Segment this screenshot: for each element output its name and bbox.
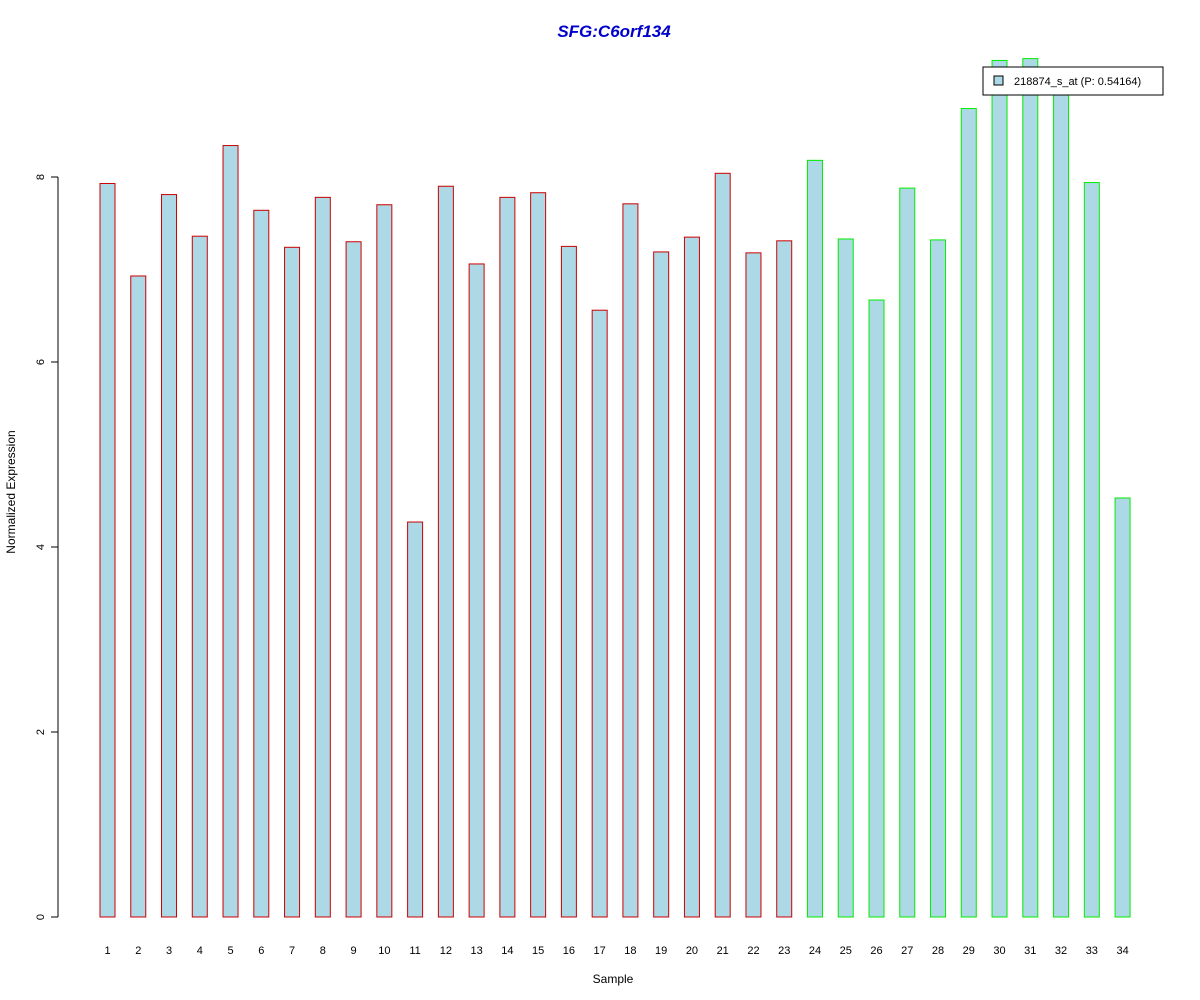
bar — [407, 521, 424, 918]
bar — [899, 187, 916, 918]
x-tick-label: 24 — [809, 945, 821, 957]
x-tick-label: 30 — [993, 945, 1005, 957]
x-tick-label: 4 — [197, 945, 203, 957]
x-tick-label: 19 — [655, 945, 667, 957]
bar — [1022, 58, 1039, 918]
bar — [130, 275, 147, 918]
legend-label: 218874_s_at (P: 0.54164) — [1014, 76, 1141, 88]
bar — [560, 245, 577, 918]
bar — [437, 185, 454, 918]
x-tick-label: 33 — [1086, 945, 1098, 957]
bar — [1114, 497, 1131, 918]
bar — [284, 246, 301, 918]
x-tick-label: 10 — [378, 945, 390, 957]
x-tick-label: 20 — [686, 945, 698, 957]
legend: 218874_s_at (P: 0.54164) — [982, 66, 1164, 96]
bar — [868, 299, 885, 918]
bar — [530, 192, 547, 918]
y-axis: 0 2 4 6 8 — [35, 174, 59, 920]
x-tick-label: 32 — [1055, 945, 1067, 957]
x-tick-label: 8 — [320, 945, 326, 957]
x-tick-label: 34 — [1116, 945, 1128, 957]
bar — [222, 145, 239, 918]
x-tick-label: 22 — [747, 945, 759, 957]
x-tick-label: 16 — [563, 945, 575, 957]
bar — [837, 238, 854, 918]
bar — [1083, 182, 1100, 918]
y-tick-label: 8 — [35, 174, 47, 180]
x-tick-label: 28 — [932, 945, 944, 957]
bar — [345, 241, 362, 918]
x-tick-label: 15 — [532, 945, 544, 957]
bar — [253, 209, 270, 918]
bar — [622, 203, 639, 918]
x-tick-label: 26 — [870, 945, 882, 957]
bar — [314, 196, 331, 918]
x-tick-label: 12 — [440, 945, 452, 957]
bar — [991, 59, 1008, 918]
x-tick-label: 11 — [409, 945, 420, 957]
bar — [653, 251, 670, 918]
x-tick-label: 7 — [289, 945, 295, 957]
bar — [683, 236, 700, 918]
y-axis-label: Normalized Expression — [4, 430, 18, 553]
x-tick-label: 9 — [351, 945, 357, 957]
bar — [1053, 88, 1070, 918]
y-tick-label: 2 — [35, 729, 47, 735]
y-tick-label: 4 — [35, 544, 47, 550]
x-tick-labels: 1 2 3 4 5 6 7 8 9 10 11 12 13 14 15 16 17 18 19 20 21 22 23 24 2… — [104, 945, 1128, 957]
bar — [960, 108, 977, 918]
bar — [776, 240, 793, 918]
bar — [591, 309, 608, 918]
x-tick-label: 21 — [717, 945, 729, 957]
x-tick-label: 6 — [258, 945, 264, 957]
x-tick-label: 31 — [1024, 945, 1036, 957]
bars — [99, 58, 1131, 918]
bar — [806, 159, 823, 918]
bar — [499, 196, 516, 918]
bar — [745, 252, 762, 918]
bar — [376, 204, 393, 918]
x-tick-label: 5 — [227, 945, 233, 957]
x-tick-label: 13 — [470, 945, 482, 957]
legend-swatch — [993, 75, 1004, 86]
chart-title: SFG:C6orf134 — [557, 22, 671, 41]
x-tick-label: 23 — [778, 945, 790, 957]
y-tick-label: 0 — [35, 914, 47, 920]
x-tick-label: 14 — [501, 945, 513, 957]
x-axis-label: Sample — [593, 972, 634, 986]
x-tick-label: 18 — [624, 945, 636, 957]
bar — [191, 235, 208, 918]
x-tick-label: 3 — [166, 945, 172, 957]
x-tick-label: 25 — [840, 945, 852, 957]
x-tick-label: 27 — [901, 945, 913, 957]
x-tick-label: 17 — [594, 945, 606, 957]
bar — [468, 263, 485, 918]
x-tick-label: 1 — [104, 945, 110, 957]
x-tick-label: 2 — [135, 945, 141, 957]
legend-box — [982, 66, 1164, 96]
y-tick-label: 6 — [35, 359, 47, 365]
bar — [714, 172, 731, 918]
bar — [161, 194, 178, 918]
bar — [99, 182, 116, 918]
x-tick-label: 29 — [963, 945, 975, 957]
bar — [930, 239, 947, 918]
